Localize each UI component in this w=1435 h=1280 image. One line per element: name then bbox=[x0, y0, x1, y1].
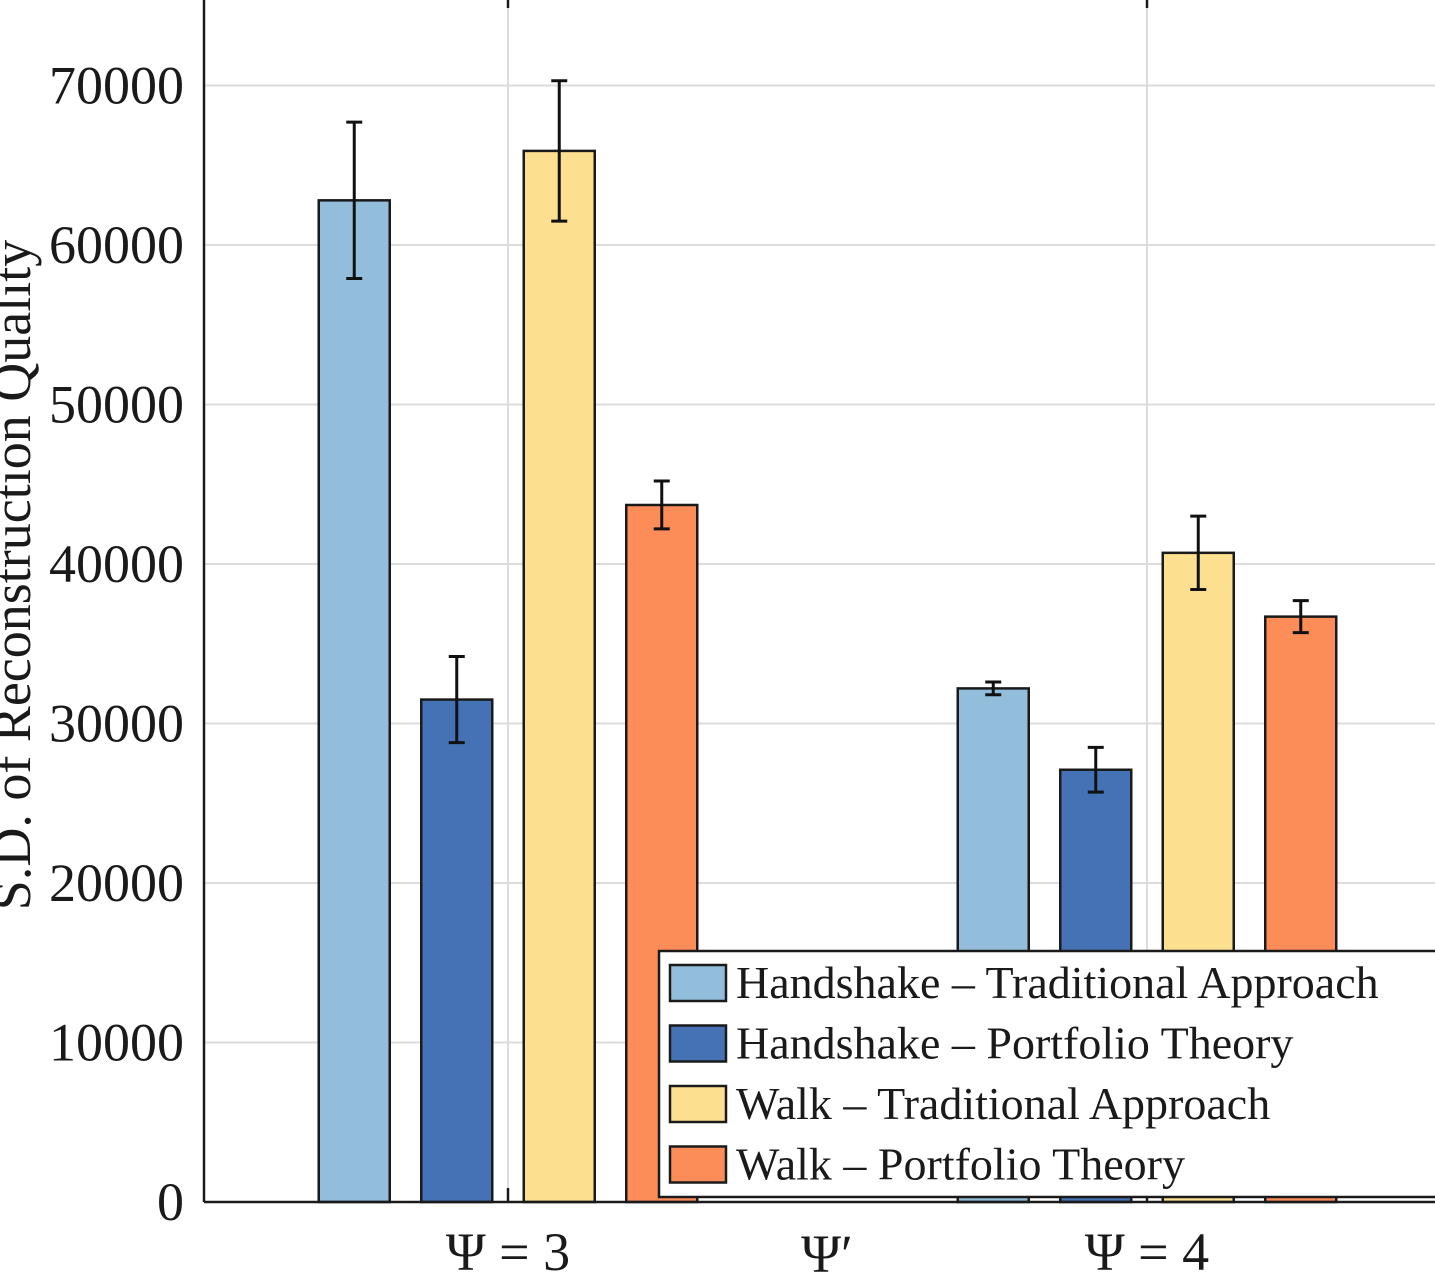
legend-label: Handshake – Traditional Approach bbox=[736, 957, 1379, 1008]
axes bbox=[202, 0, 1435, 1204]
y-tick-label: 70000 bbox=[49, 56, 184, 116]
y-tick-label: 60000 bbox=[49, 215, 184, 275]
legend-label: Walk – Portfolio Theory bbox=[736, 1139, 1185, 1190]
bar bbox=[317, 199, 391, 1204]
y-tick-label: 40000 bbox=[49, 534, 184, 594]
legend: Handshake – Traditional Approach Handshak… bbox=[657, 949, 1435, 1199]
x-axis-label: Ψ′ bbox=[801, 1224, 853, 1280]
y-tick-label: 0 bbox=[157, 1172, 184, 1232]
legend-swatch bbox=[668, 1084, 728, 1124]
legend-box bbox=[657, 949, 1435, 1199]
x-tick-label: Ψ = 4 bbox=[1085, 1222, 1209, 1280]
legend-swatch bbox=[668, 1145, 728, 1184]
legend-swatch bbox=[668, 1024, 728, 1063]
y-tick-label: 30000 bbox=[49, 694, 184, 754]
legend-label: Walk – Traditional Approach bbox=[736, 1078, 1270, 1129]
legend-swatch bbox=[668, 963, 728, 1003]
y-tick-label: 20000 bbox=[49, 853, 184, 913]
bar bbox=[420, 698, 494, 1204]
y-tick-label: 10000 bbox=[49, 1013, 184, 1073]
y-tick-labels: 0 10000 20000 30000 40000 50000 60000 70000 bbox=[49, 56, 184, 1233]
y-tick-label: 50000 bbox=[49, 375, 184, 435]
x-tick-labels: Ψ = 3 Ψ = 4 bbox=[446, 1222, 1209, 1280]
x-tick-label: Ψ = 3 bbox=[446, 1222, 570, 1280]
legend-label: Handshake – Portfolio Theory bbox=[736, 1018, 1293, 1069]
y-axis-label: S.D. of Reconstruction Quality bbox=[0, 240, 42, 910]
bar bbox=[522, 149, 596, 1204]
